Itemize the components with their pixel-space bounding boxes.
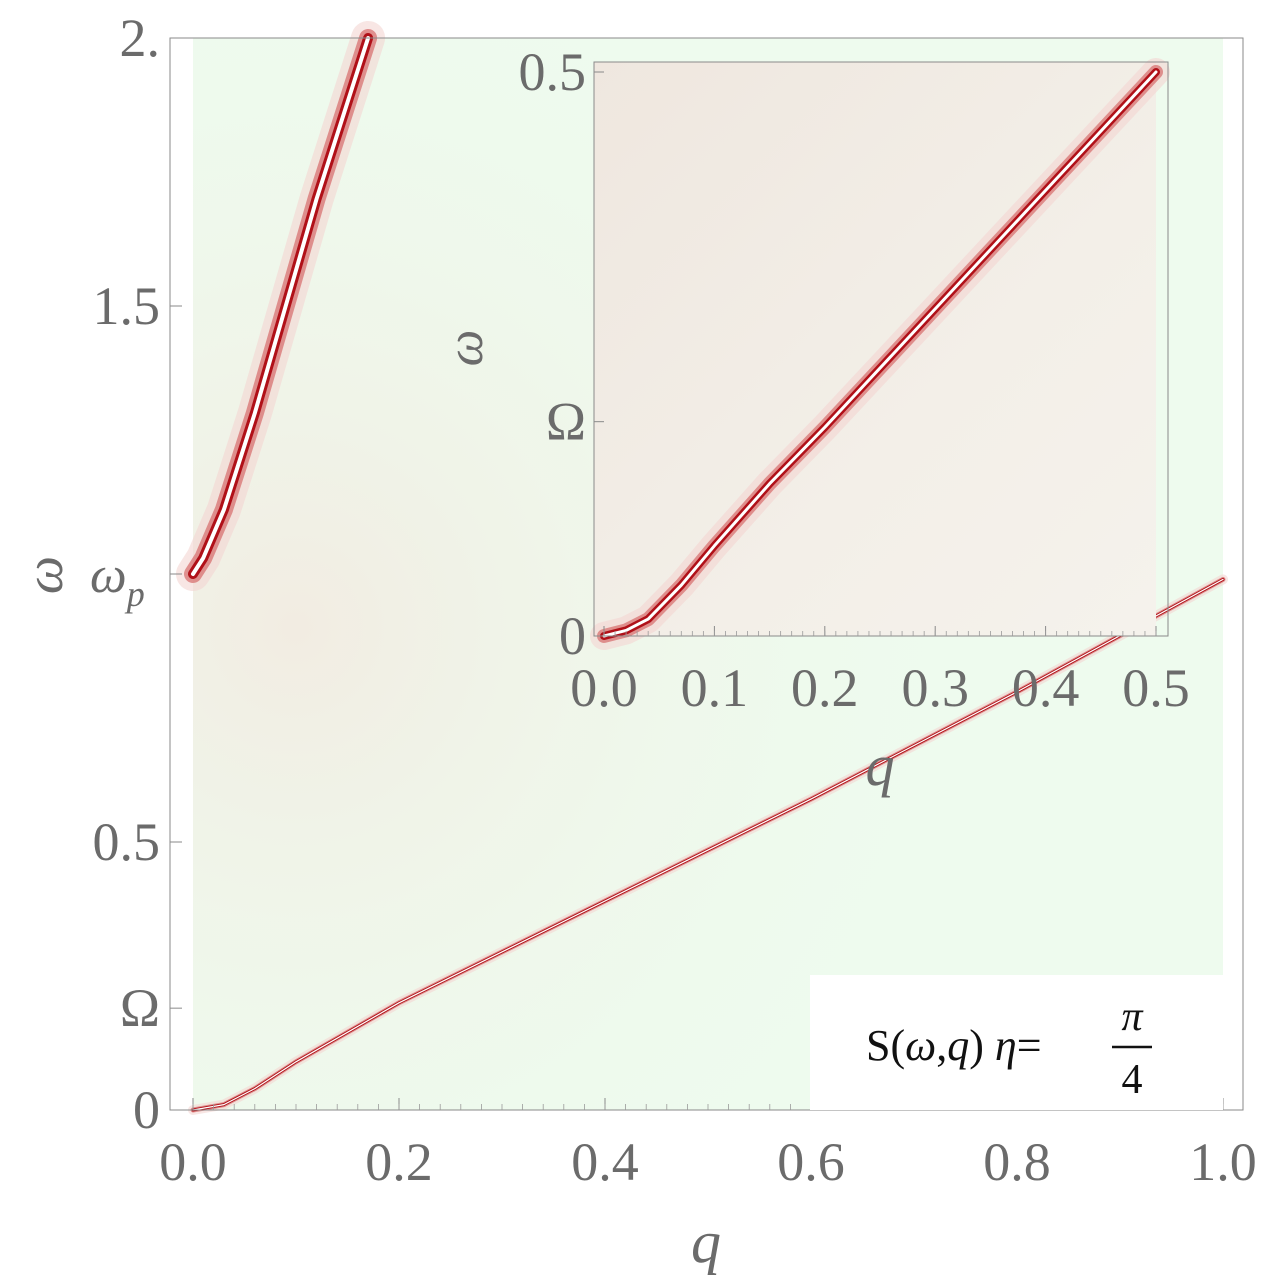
inset-x-tick-label: 0.1 [681,658,749,718]
main-x-tick-label: 0.6 [777,1132,845,1192]
legend-background [810,975,1223,1110]
inset-x-tick-label: 0.2 [791,658,859,718]
inset-x-tick-label: 0.5 [1122,658,1190,718]
main-branches [176,21,1228,1115]
main-x-tick-label: 1.0 [1189,1132,1257,1192]
inset-acoustic-branch-layer-3 [602,70,1158,638]
legend-label: S(ω,q) η= [866,1021,1042,1070]
legend-box: S(ω,q) η= π 4 [810,975,1223,1110]
main-y-tick-label: 0 [133,1080,160,1140]
inset-plot-frame [593,61,1169,637]
inset-plot: 0.0 0.1 0.2 0.3 0.4 0.5 0 Ω 0.5 ω q [437,42,1190,798]
omega-p-tick-label: ωp [90,547,145,614]
legend-fraction-denominator: 4 [1122,1057,1143,1103]
main-x-axis-title: q [691,1209,721,1275]
inset-y-axis-title: ω [437,330,494,367]
main-y-tick-label: 0.5 [93,812,161,872]
main-x-tick-label: 0.0 [159,1132,227,1192]
inset-x-tick-label: 0.3 [901,658,969,718]
main-tick-labels: 0.0 0.2 0.4 0.6 0.8 1.0 0 Ω 0.5 1.5 2. [93,8,1257,1192]
main-y-tick-label: 1.5 [93,276,161,336]
main-y-axis-title: ω [14,556,74,594]
inset-y-tick-label: Ω [546,392,586,452]
inset-x-axis-title: q [866,733,895,798]
main-y-tick-label: 2. [120,8,161,68]
main-x-tick-label: 0.4 [571,1132,639,1192]
inset-branches [590,58,1170,650]
inset-x-tick-label: 0.0 [570,658,638,718]
acoustic-branch-layer-3 [192,578,1224,1111]
main-x-tick-label: 0.2 [365,1132,433,1192]
inset-axis-ticks [594,71,1157,637]
inset-tick-labels: 0.0 0.1 0.2 0.3 0.4 0.5 0 Ω 0.5 [519,42,1190,718]
inset-y-tick-label: 0 [559,606,586,666]
inset-x-tick-label: 0.4 [1012,658,1080,718]
legend-fraction-numerator: π [1121,994,1143,1040]
main-y-tick-label: Ω [120,978,160,1038]
main-x-tick-label: 0.8 [983,1132,1051,1192]
plasmon-branch-layer-3 [191,36,371,576]
inset-y-tick-label: 0.5 [519,42,587,102]
